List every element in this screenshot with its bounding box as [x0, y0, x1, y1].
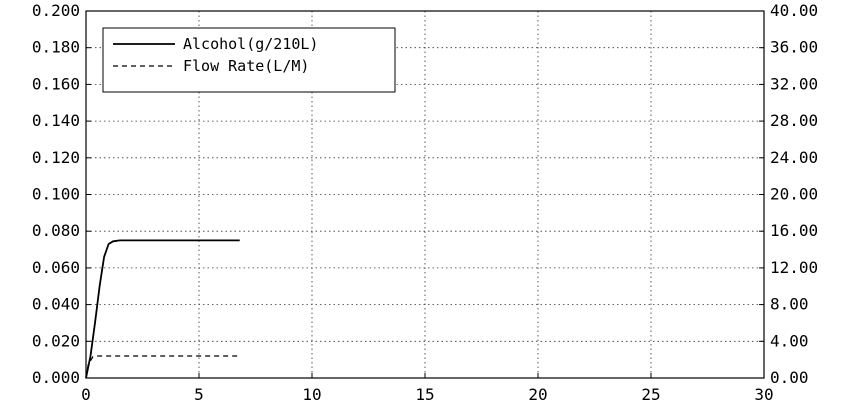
- x-tick-label: 10: [302, 385, 321, 404]
- y-tick-label: 0.060: [32, 258, 80, 277]
- y-tick-label: 0.160: [32, 74, 80, 93]
- alcohol-line: [85, 239, 240, 379]
- legend-label: Flow Rate(L/M): [183, 57, 309, 75]
- x-tick-label: 20: [528, 385, 547, 404]
- y2-tick-label: 4.00: [770, 331, 809, 350]
- y-tick-label: 0.100: [32, 185, 80, 204]
- y-axis-ticks: 0.000 0.020 0.040 0.060 0.080 0.100 0.120 0.140…: [32, 1, 91, 387]
- y-tick-label: 0.020: [32, 331, 80, 350]
- y2-tick-label: 28.00: [770, 111, 818, 130]
- y2-tick-label: 12.00: [770, 258, 818, 277]
- legend-label: Alcohol(g/210L): [183, 35, 318, 53]
- y2-tick-label: 32.00: [770, 74, 818, 93]
- y2-tick-label: 24.00: [770, 148, 818, 167]
- x-tick-label: 15: [415, 385, 434, 404]
- y2-tick-label: 0.00: [770, 368, 809, 387]
- y-tick-label: 0.140: [32, 111, 80, 130]
- y-tick-label: 0.080: [32, 221, 80, 240]
- x-tick-label: 5: [194, 385, 204, 404]
- y2-tick-label: 8.00: [770, 295, 809, 314]
- y-tick-label: 0.040: [32, 295, 80, 314]
- x-axis-ticks: 0 5 10 15 20 25 30: [81, 373, 774, 404]
- y-tick-label: 0.120: [32, 148, 80, 167]
- x-tick-label: 30: [754, 385, 773, 404]
- y-tick-label: 0.000: [32, 368, 80, 387]
- y2-tick-label: 36.00: [770, 38, 818, 57]
- legend-box: [102, 27, 396, 93]
- y-tick-label: 0.200: [32, 1, 80, 20]
- y2-tick-label: 40.00: [770, 1, 818, 20]
- y-tick-label: 0.180: [32, 38, 80, 57]
- legend: Alcohol(g/210L) Flow Rate(L/M): [102, 27, 396, 93]
- x-tick-label: 25: [641, 385, 660, 404]
- flow-rate-line: [85, 355, 240, 379]
- series-layer: [85, 239, 240, 379]
- y2-tick-label: 20.00: [770, 185, 818, 204]
- y2-tick-label: 16.00: [770, 221, 818, 240]
- y2-axis-ticks: 0.00 4.00 8.00 12.00 16.00 20.00 24.00 28.00 32.…: [759, 1, 818, 387]
- x-tick-label: 0: [81, 385, 91, 404]
